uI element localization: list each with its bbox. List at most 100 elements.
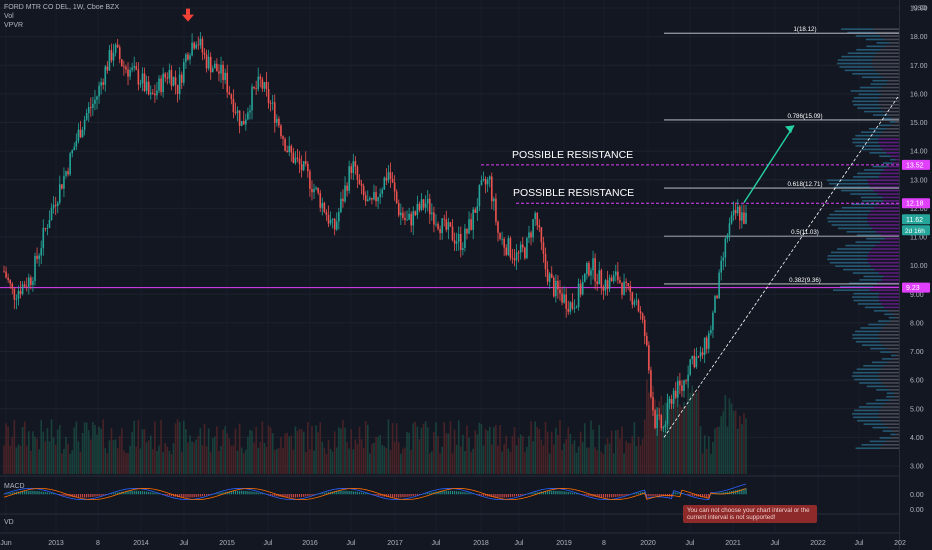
volume-bar: [617, 429, 619, 474]
vpvr-down: [867, 179, 900, 182]
symbol-title[interactable]: FORD MTR CO DEL, 1W, Cboe BZX: [4, 4, 120, 11]
vpvr-up: [875, 399, 890, 401]
candle-body: [263, 82, 266, 89]
macd-histogram-bar: [141, 491, 144, 495]
candle-body: [257, 76, 260, 90]
vpvr-down: [895, 354, 900, 357]
candle-body: [443, 218, 446, 220]
candle-body: [424, 203, 427, 208]
candle-body: [340, 198, 342, 213]
vpvr-up: [841, 55, 874, 58]
vpvr-up: [886, 392, 895, 395]
candle-body: [583, 273, 586, 282]
vpvr-up: [888, 316, 895, 319]
macd-histogram-bar: [239, 490, 241, 495]
volume-bar: [242, 453, 245, 474]
candle-body: [652, 397, 654, 411]
volume-bar: [672, 404, 675, 474]
macd-histogram-bar: [30, 490, 32, 495]
candle-body: [478, 185, 481, 207]
candle-body: [526, 237, 528, 259]
macd-histogram-bar: [177, 494, 179, 497]
candle-body: [259, 76, 262, 80]
candle-body: [714, 295, 716, 313]
vpvr-up: [852, 100, 879, 103]
macd-histogram-bar: [350, 491, 352, 495]
candle-body: [48, 219, 51, 229]
volume-bar: [528, 435, 530, 474]
volume-bar: [3, 445, 5, 474]
candle-body: [96, 96, 98, 100]
volume-bar: [377, 436, 379, 474]
candle-body: [480, 180, 483, 186]
volume-bar: [271, 433, 274, 474]
volume-bar: [108, 440, 111, 474]
candle-body: [110, 50, 113, 61]
volume-bar: [269, 427, 272, 474]
fib-label: 0.382(9.36): [789, 277, 821, 284]
vpvr-down: [878, 296, 900, 298]
macd-histogram-bar: [137, 490, 139, 495]
candle-body: [362, 186, 365, 196]
vpvr-up: [850, 193, 878, 195]
projection-arrow: [743, 124, 795, 204]
candle-body: [172, 77, 175, 86]
volume-bar: [559, 419, 561, 474]
vpvr-down: [893, 395, 900, 398]
vpvr-down: [873, 285, 900, 288]
volume-bar: [220, 445, 222, 474]
candle-body: [71, 150, 74, 154]
vpvr-down: [876, 52, 900, 54]
candle-body: [557, 280, 559, 290]
volume-bar: [385, 447, 388, 474]
fib-label: 0.786(15.09): [787, 113, 822, 120]
macd-histogram-bar: [582, 494, 584, 495]
candle-body: [304, 161, 307, 164]
volume-bar: [468, 437, 470, 474]
candle-body: [228, 92, 231, 95]
indicator-vpvr[interactable]: VPVR: [4, 22, 24, 29]
candle-body: [333, 218, 336, 230]
candle-body: [736, 206, 739, 214]
volume-bar: [34, 436, 36, 474]
volume-bar: [701, 453, 704, 474]
candle-body: [397, 203, 400, 216]
macd-histogram-bar: [11, 492, 13, 495]
volume-bar: [257, 447, 260, 474]
volume-bar: [358, 426, 361, 474]
vpvr-up: [858, 93, 882, 96]
macd-histogram-bar: [553, 490, 555, 495]
macd-histogram-bar: [379, 494, 381, 497]
vpvr-up: [864, 110, 884, 113]
macd-label[interactable]: MACD: [4, 483, 25, 490]
candle-body: [321, 202, 324, 208]
volume-bar: [412, 423, 415, 474]
macd-histogram-bar: [220, 492, 222, 495]
volume-bar: [216, 426, 218, 474]
macd-histogram-bar: [458, 491, 460, 495]
macd-histogram-bar: [652, 494, 654, 497]
price-axis[interactable]: [899, 0, 932, 550]
macd-histogram-bar: [135, 490, 137, 495]
macd-histogram-bar: [100, 494, 102, 496]
candlestick-series[interactable]: [3, 32, 747, 436]
volume-bar: [590, 420, 592, 474]
candle-body: [176, 84, 179, 95]
vd-label[interactable]: VD: [4, 519, 14, 526]
volume-bar: [414, 421, 417, 474]
candle-body: [131, 67, 133, 70]
vpvr-up: [852, 334, 879, 336]
candle-body: [689, 359, 691, 375]
vpvr-down: [878, 334, 900, 336]
vpvr-down: [885, 385, 900, 388]
candle-body: [503, 238, 505, 248]
vpvr-down: [882, 148, 900, 151]
candle-body: [25, 286, 28, 288]
candle-body: [453, 240, 456, 244]
volume-bar: [728, 398, 731, 474]
indicator-vol[interactable]: Vol: [4, 13, 14, 20]
candle-body: [484, 179, 487, 185]
volume-bar: [732, 410, 735, 474]
volume-bar: [323, 447, 326, 474]
